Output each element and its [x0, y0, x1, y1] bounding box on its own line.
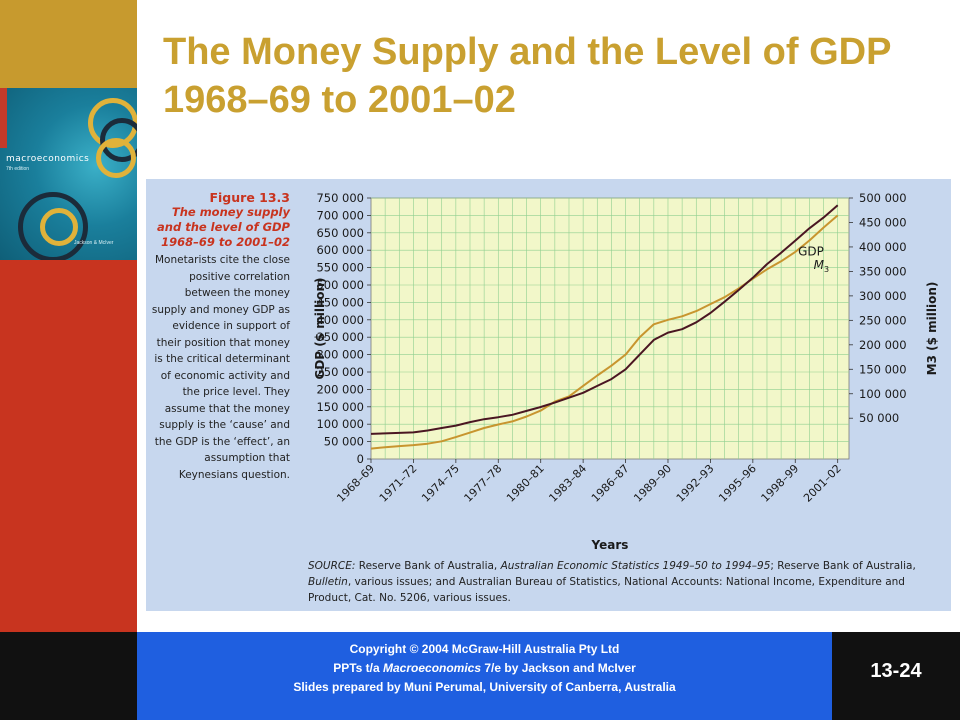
footer-text: Copyright © 2004 McGraw-Hill Australia P…: [137, 640, 832, 697]
left-red-block: [0, 260, 137, 632]
source-text: ; Reserve Bank of Australia,: [770, 560, 916, 572]
x-tick-label: 1995–96: [716, 462, 759, 505]
y-right-tick-label: 150 000: [859, 362, 907, 376]
series-line-gdp: [370, 214, 839, 450]
series-label-subscript: 3: [824, 265, 829, 274]
book-cover-red-tab: [0, 88, 7, 148]
x-tick-label: 1983–84: [546, 462, 589, 505]
book-cover-title: macroeconomics: [6, 154, 90, 164]
book-cover-edition: 7th edition: [6, 166, 30, 172]
x-tick-label: 1986–87: [589, 462, 632, 505]
x-tick-label: 1980–81: [504, 462, 547, 505]
x-tick-label: 2001–02: [801, 462, 844, 505]
footer-credits-pre: PPTs t/a: [333, 661, 383, 675]
footer-preparer: Slides prepared by Muni Perumal, Univers…: [293, 680, 676, 694]
slide-title: The Money Supply and the Level of GDP 19…: [163, 31, 891, 121]
y-right-tick-label: 250 000: [859, 313, 907, 327]
source-label: SOURCE:: [308, 560, 356, 572]
x-tick-label: 1968–69: [334, 462, 377, 505]
footer-bar: [137, 632, 832, 720]
y-left-tick-label: 650 000: [316, 226, 364, 240]
y-left-tick-label: 550 000: [316, 261, 364, 275]
y-left-tick-label: 750 000: [316, 191, 364, 205]
x-tick-label: 1974–75: [419, 462, 462, 505]
y-right-tick-label: 350 000: [859, 264, 907, 278]
source-text: Reserve Bank of Australia,: [355, 560, 501, 572]
cover-ring: [40, 208, 78, 246]
y-left-tick-label: 450 000: [316, 295, 364, 309]
y-right-tick-label: 100 000: [859, 387, 907, 401]
source-note: SOURCE: Reserve Bank of Australia, Austr…: [308, 558, 943, 606]
footer-right-block: [832, 632, 960, 720]
footer-credits: PPTs t/a Macroeconomics 7/e by Jackson a…: [137, 659, 832, 678]
figure-caption: Figure 13.3 The money supply and the lev…: [150, 190, 290, 483]
line-chart: 0 50 000 100 000 150 000 200 000 250 000 300 0…: [313, 191, 939, 552]
footer-book-title: Macroeconomics: [383, 661, 482, 675]
y-left-tick-label: 100 000: [316, 417, 364, 431]
y-right-tick-label: 500 000: [859, 191, 907, 205]
footer-copyright: Copyright © 2004 McGraw-Hill Australia P…: [349, 642, 620, 656]
source-text: , various issues; and Australian Bureau …: [308, 576, 905, 604]
figure-body-text: Monetarists cite the close positive corr…: [151, 254, 290, 481]
y-left-tick-label: 700 000: [316, 208, 364, 222]
grid: [371, 197, 849, 459]
y-left-tick-label: 50 000: [324, 435, 364, 449]
y-right-tick-label: 300 000: [859, 289, 907, 303]
x-tick-label: 1992–93: [674, 462, 717, 505]
y-right-tick-label: 200 000: [859, 338, 907, 352]
y-left-tick-label: 300 000: [316, 348, 364, 362]
series-line-m3: [370, 204, 839, 435]
left-gold-block: [0, 0, 137, 88]
y-left-tick-label: 0: [357, 452, 364, 466]
x-tick-label: 1977–78: [462, 462, 505, 505]
source-title-1: Australian Economic Statistics 1949–50 t…: [500, 560, 771, 572]
cover-ring: [18, 192, 88, 260]
y-left-tick-label: 400 000: [316, 313, 364, 327]
figure-title: The money supply and the level of GDP 19…: [157, 205, 290, 249]
source-title-2: Bulletin: [308, 576, 348, 588]
y-left-tick-label: 350 000: [316, 330, 364, 344]
x-axis-title: Years: [591, 538, 629, 552]
y-right-tick-label: 50 000: [859, 411, 899, 425]
y-left-tick-label: 600 000: [316, 243, 364, 257]
footer-credits-post: 7/e by Jackson and McIver: [481, 661, 636, 675]
y-left-tick-label: 150 000: [316, 400, 364, 414]
y-right-axis-title: M3 ($ million): [925, 282, 939, 376]
y-left-tick-label: 200 000: [316, 382, 364, 396]
y-left-tick-label: 250 000: [316, 365, 364, 379]
left-black-block: [0, 632, 137, 720]
book-cover-authors: Jackson & McIver: [74, 240, 114, 246]
x-tick-label: 1989–90: [631, 462, 674, 505]
y-left-tick-label: 500 000: [316, 278, 364, 292]
series: [370, 204, 839, 450]
figure-number: Figure 13.3: [209, 190, 290, 205]
x-tick-label: 1971–72: [377, 462, 420, 505]
series-label-gdp: GDP: [798, 244, 824, 258]
x-tick-label: 1998–99: [759, 462, 802, 505]
book-cover-image: macroeconomics 7th edition Jackson & McI…: [0, 88, 137, 260]
cover-ring: [96, 138, 136, 178]
y-left-axis-title: GDP ($ million): [313, 277, 327, 379]
slide-number: 13-24: [870, 660, 922, 682]
plot-area: [370, 197, 850, 460]
y-right-tick-label: 450 000: [859, 215, 907, 229]
y-right-tick-label: 400 000: [859, 240, 907, 254]
